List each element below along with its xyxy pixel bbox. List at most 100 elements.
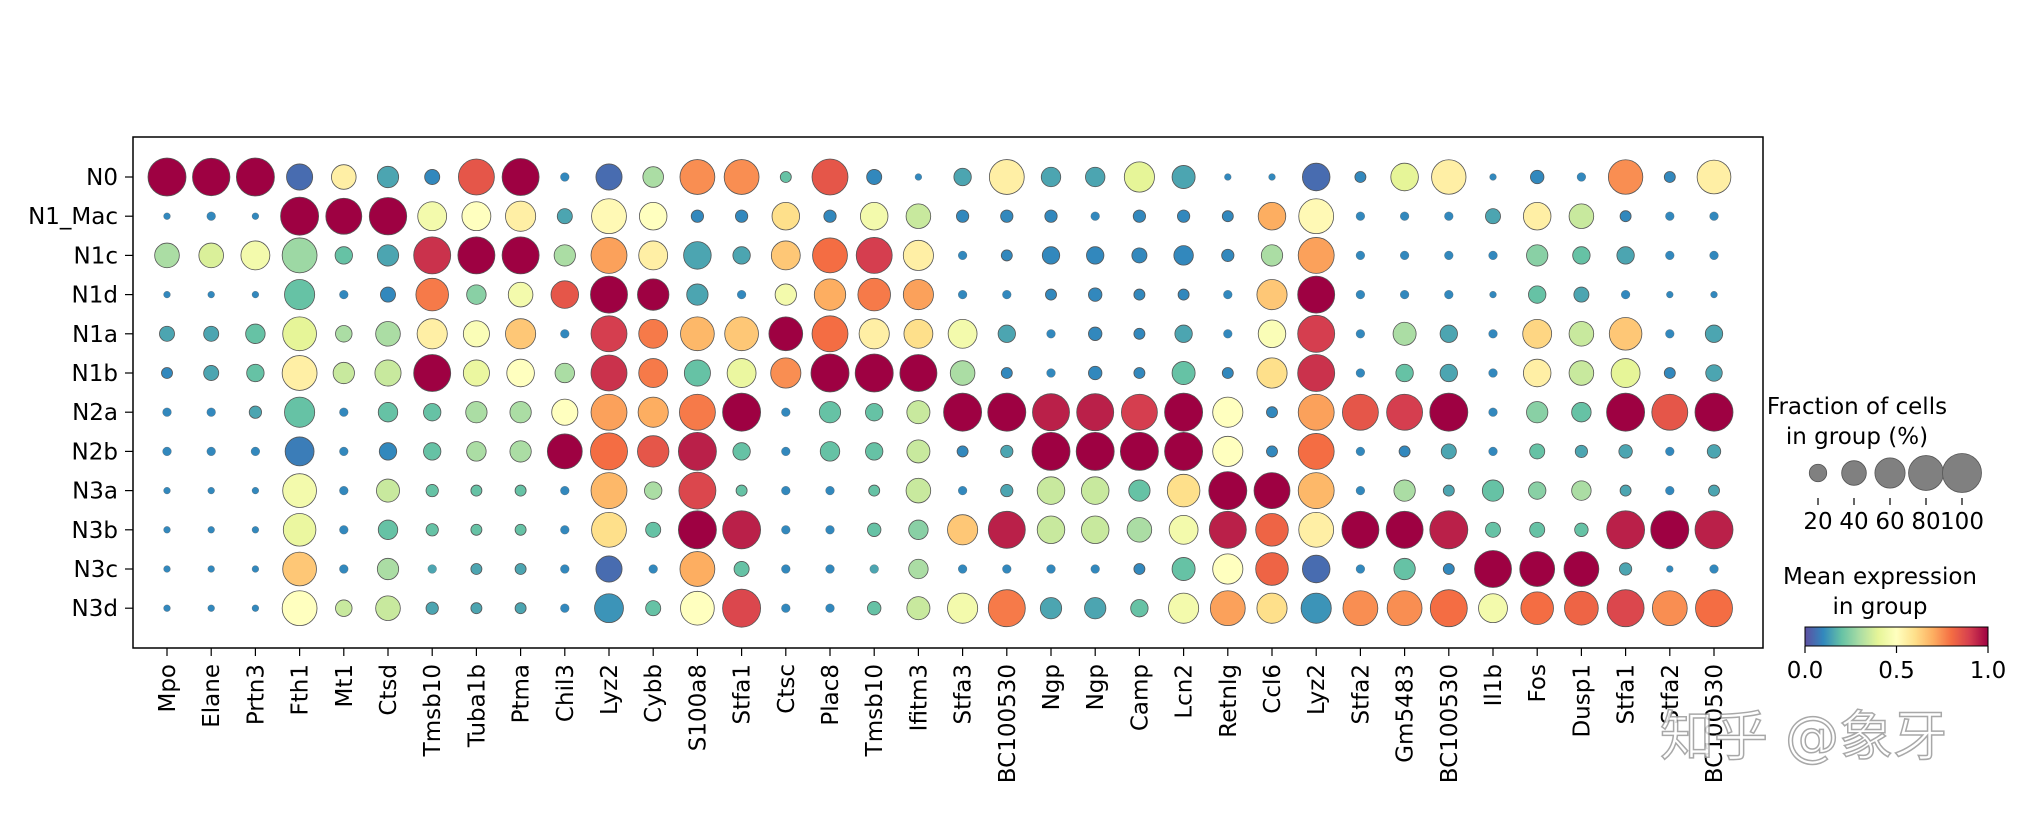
dot-N1b-Ifitm3-17: [899, 354, 938, 392]
dot-N3b-Ctsc-14: [781, 525, 791, 535]
dot-N3d-Stfa2-34: [1651, 590, 1688, 627]
color-legend-title-line2: in group: [1832, 594, 1927, 620]
size-legend-dot-40: [1841, 460, 1867, 486]
dot-N3c-Mt1-4: [339, 564, 349, 574]
dot-N0-Camp-22: [1123, 161, 1155, 193]
dot-N2b-Tmsb10-6: [423, 442, 442, 461]
dot-N2a-Lcn2-23: [1164, 392, 1204, 432]
x-tick-label-Ifitm3-17: Ifitm3: [906, 664, 932, 731]
dot-N3c-Retnlg-24: [1212, 553, 1244, 585]
dot-N3c-Tmsb10-6: [427, 564, 437, 574]
size-legend-title-line2: in group (%): [1786, 424, 1928, 450]
size-legend-title-line1: Fraction of cells: [1767, 394, 1947, 420]
dot-N1c-Mt1-4: [334, 246, 353, 265]
size-legend-label-80: 80: [1911, 509, 1940, 535]
dot-N1b-Elane-1: [203, 365, 220, 381]
dot-N2a-BC100530-19: [987, 392, 1027, 432]
dot-N3d-Tmsb10-6: [425, 601, 439, 615]
dot-N3c-Elane-1: [207, 565, 215, 573]
dot-N3d-Mpo-0: [163, 604, 171, 612]
dot-N1c-Tmsb10-6: [413, 236, 452, 275]
dot-N1d-Retnlg-24: [1223, 290, 1233, 300]
y-tick-label-N1a: N1a: [72, 322, 118, 348]
dot-N1c-BC100530-35: [1709, 250, 1719, 260]
dot-N2a-Camp-22: [1121, 393, 1158, 431]
row-labels: N0 N1_Mac N1c N1d N1a N1b N2a N2b N3a N3b N3c N3d: [28, 165, 133, 622]
dot-N1d-Il1b-30: [1489, 291, 1497, 299]
dot-N3b-Ngp-20: [1036, 515, 1066, 544]
dot-N1c-Fth1-3: [281, 237, 318, 274]
dot-N1c-Ngp-21: [1086, 246, 1105, 265]
dot-N1a-Mpo-0: [159, 325, 175, 342]
dot-N1a-BC100530-19: [997, 324, 1016, 343]
dot-N1d-Ngp-21: [1088, 287, 1103, 302]
dot-N1c-Ccl6-25: [1260, 244, 1284, 267]
dots-layer: [147, 157, 1734, 628]
dot-N1a-Stfa3-18: [947, 318, 978, 349]
dot-N2b-Stfa1-13: [732, 442, 751, 461]
dot-N1_Mac-Stfa2-34: [1665, 211, 1675, 221]
x-tick-label-S100a8-12: S100a8: [685, 664, 711, 751]
dot-N3d-Ctsc-14: [781, 603, 791, 613]
dot-N3d-Ccl6-25: [1256, 592, 1288, 624]
dot-N3b-Ngp-21: [1081, 515, 1110, 544]
x-tick-label-Stfa1-33: Stfa1: [1614, 664, 1640, 724]
dot-N2a-Mpo-0: [162, 407, 172, 417]
dot-N1_Mac-Mt1-4: [325, 197, 363, 235]
dot-N3b-Prtn3-2: [251, 526, 259, 534]
dot-N1b-Stfa2-27: [1355, 368, 1365, 378]
dot-N2b-Lyz2-26: [1297, 433, 1335, 470]
dot-N3c-Lcn2-23: [1171, 557, 1196, 581]
dot-N1_Mac-Ctsc-14: [771, 202, 800, 231]
dot-N3c-S100a8-12: [679, 551, 716, 587]
dot-N1d-Stfa1-13: [737, 290, 747, 300]
dot-N1d-Stfa1-33: [1621, 290, 1631, 300]
x-tick-label-Ngp-21: Ngp: [1083, 664, 1109, 710]
dot-N1d-Elane-1: [207, 291, 215, 299]
dot-N0-Mpo-0: [147, 157, 187, 197]
dot-N3d-BC100530-19: [987, 589, 1026, 628]
y-tick-label-N1b: N1b: [72, 361, 118, 387]
dot-N2a-Fth1-3: [284, 396, 316, 428]
dot-N3c-Lyz2-10: [595, 555, 623, 583]
dot-N3d-Chil3-9: [560, 603, 570, 613]
dot-N1a-Retnlg-24: [1223, 329, 1233, 339]
dot-N1c-Lyz2-26: [1297, 237, 1335, 274]
dot-N2b-Plac8-15: [819, 441, 841, 462]
dot-N3b-Lyz2-26: [1298, 511, 1335, 548]
x-tick-label-Ctsd-5: Ctsd: [376, 664, 402, 716]
dot-N1b-Lyz2-10: [590, 354, 628, 392]
dot-N2a-Retnlg-24: [1212, 396, 1244, 428]
dot-N1d-S100a8-12: [686, 283, 709, 306]
dot-N1_Mac-Lyz2-26: [1298, 198, 1335, 235]
dot-N1c-Tmsb10-16: [855, 237, 893, 274]
dot-N3b-Stfa2-27: [1341, 510, 1380, 549]
dot-N3a-Chil3-9: [560, 486, 570, 496]
dot-N0-Stfa3-18: [953, 167, 972, 187]
dot-N3d-Cybb-11: [645, 600, 662, 617]
y-tick-label-N3a: N3a: [72, 479, 118, 505]
x-tick-label-Stfa2-34: Stfa2: [1658, 664, 1684, 724]
dot-N1a-Ngp-21: [1088, 326, 1103, 341]
x-tick-label-Chil3-9: Chil3: [553, 664, 579, 722]
dot-N1b-Ctsc-14: [770, 357, 802, 389]
dot-N3b-Retnlg-24: [1208, 510, 1247, 549]
dot-N1c-Gm5483-28: [1400, 250, 1410, 260]
dot-N0-Lcn2-23: [1171, 165, 1196, 189]
x-tick-label-Camp-22: Camp: [1127, 664, 1153, 731]
x-tick-label-Cybb-11: Cybb: [641, 664, 667, 723]
dot-N1_Mac-Elane-1: [206, 211, 216, 221]
dot-N1a-Tmsb10-6: [416, 318, 448, 350]
dot-N1_Mac-Mpo-0: [163, 212, 171, 220]
dot-N2b-Stfa2-27: [1355, 446, 1365, 456]
dot-N3a-Mt1-4: [339, 486, 349, 496]
dot-N2b-Fth1-3: [284, 436, 315, 467]
x-tick-label-BC100530-35: BC100530: [1702, 664, 1728, 783]
x-tick-label-BC100530-29: BC100530: [1437, 664, 1463, 783]
dot-N3b-Cybb-11: [645, 521, 662, 538]
dot-N3c-Ptma-8: [514, 563, 527, 575]
dot-N1_Mac-Plac8-15: [823, 209, 837, 223]
dot-N3c-Ccl6-25: [1255, 552, 1289, 586]
y-tick-label-N1c: N1c: [74, 243, 118, 269]
dot-N1d-Fth1-3: [284, 279, 316, 311]
